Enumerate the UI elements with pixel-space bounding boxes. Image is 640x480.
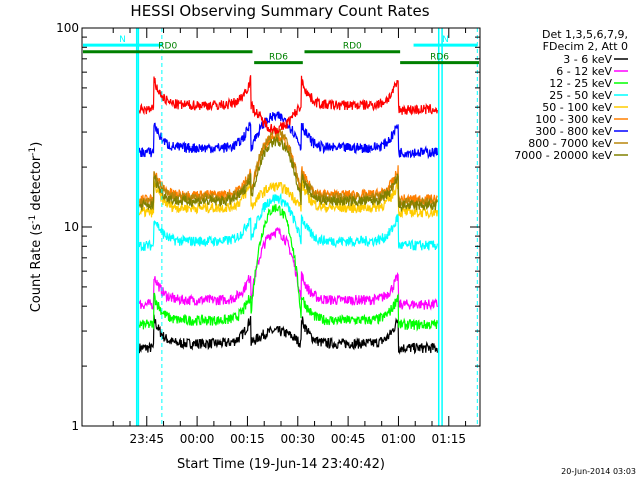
series-line-4: [138, 178, 438, 220]
x-tick-label-1: 00:00: [180, 432, 215, 446]
y-axis-label: Count Rate (s-1 detector-1): [28, 142, 44, 313]
series-line-0: [138, 314, 438, 355]
x-tick-label-6: 01:15: [431, 432, 466, 446]
legend-label-7: 800 - 7000 keV: [528, 137, 612, 150]
y-tick-label-0: 1: [71, 419, 79, 433]
legend-label-1: 6 - 12 keV: [556, 65, 612, 78]
series-line-6: [138, 111, 438, 160]
annotation-label-4: RD6: [269, 53, 288, 63]
plot-area: N N RD0 RD0 RD6 RD6 1 10 100 23:45 00:00 00:15 00:3…: [56, 21, 481, 446]
legend-label-6: 300 - 800 keV: [535, 125, 612, 138]
x-tick-label-0: 23:45: [129, 432, 164, 446]
annotation-label-0: N: [119, 35, 126, 45]
legend-label-5: 100 - 300 keV: [535, 113, 612, 126]
legend: Det 1,3,5,6,7,9, FDecim 2, Att 0 3 - 6 k…: [514, 28, 628, 162]
series-line-3: [138, 192, 438, 252]
y-tick-label-2: 100: [56, 21, 79, 35]
annotation-label-1: N: [442, 35, 449, 45]
annotation-label-3: RD0: [343, 42, 362, 52]
series-line-2: [138, 203, 438, 332]
x-tick-label-4: 00:45: [331, 432, 366, 446]
series-line-1: [138, 226, 438, 311]
chart-title: HESSI Observing Summary Count Rates: [130, 2, 429, 20]
tick-layer: 1 10 100 23:45 00:00 00:15 00:30 00:45 01:00 01:1…: [56, 21, 480, 446]
x-axis-label: Start Time (19-Jun-14 23:40:42): [177, 457, 385, 472]
legend-label-3: 25 - 50 keV: [549, 89, 612, 102]
legend-label-0: 3 - 6 keV: [563, 53, 612, 66]
y-tick-label-1: 10: [64, 220, 79, 234]
x-tick-label-5: 01:00: [381, 432, 416, 446]
x-tick-label-3: 00:30: [280, 432, 315, 446]
legend-header-1: Det 1,3,5,6,7,9,: [542, 28, 628, 41]
series-line-9: [138, 75, 438, 135]
marker-layer: N N RD0 RD0 RD6 RD6: [83, 28, 479, 426]
plot-frame: [81, 27, 481, 427]
annotation-label-5: RD6: [430, 53, 449, 63]
series-layer: [138, 75, 438, 355]
legend-label-8: 7000 - 20000 keV: [514, 149, 612, 162]
legend-label-4: 50 - 100 keV: [542, 101, 612, 114]
footer-date: 20-Jun-2014 03:03: [561, 467, 636, 476]
series-line-8: [138, 136, 438, 213]
annotation-label-2: RD0: [158, 42, 177, 52]
legend-header-2: FDecim 2, Att 0: [543, 40, 628, 53]
legend-label-2: 12 - 25 keV: [549, 77, 612, 90]
x-tick-label-2: 00:15: [230, 432, 265, 446]
